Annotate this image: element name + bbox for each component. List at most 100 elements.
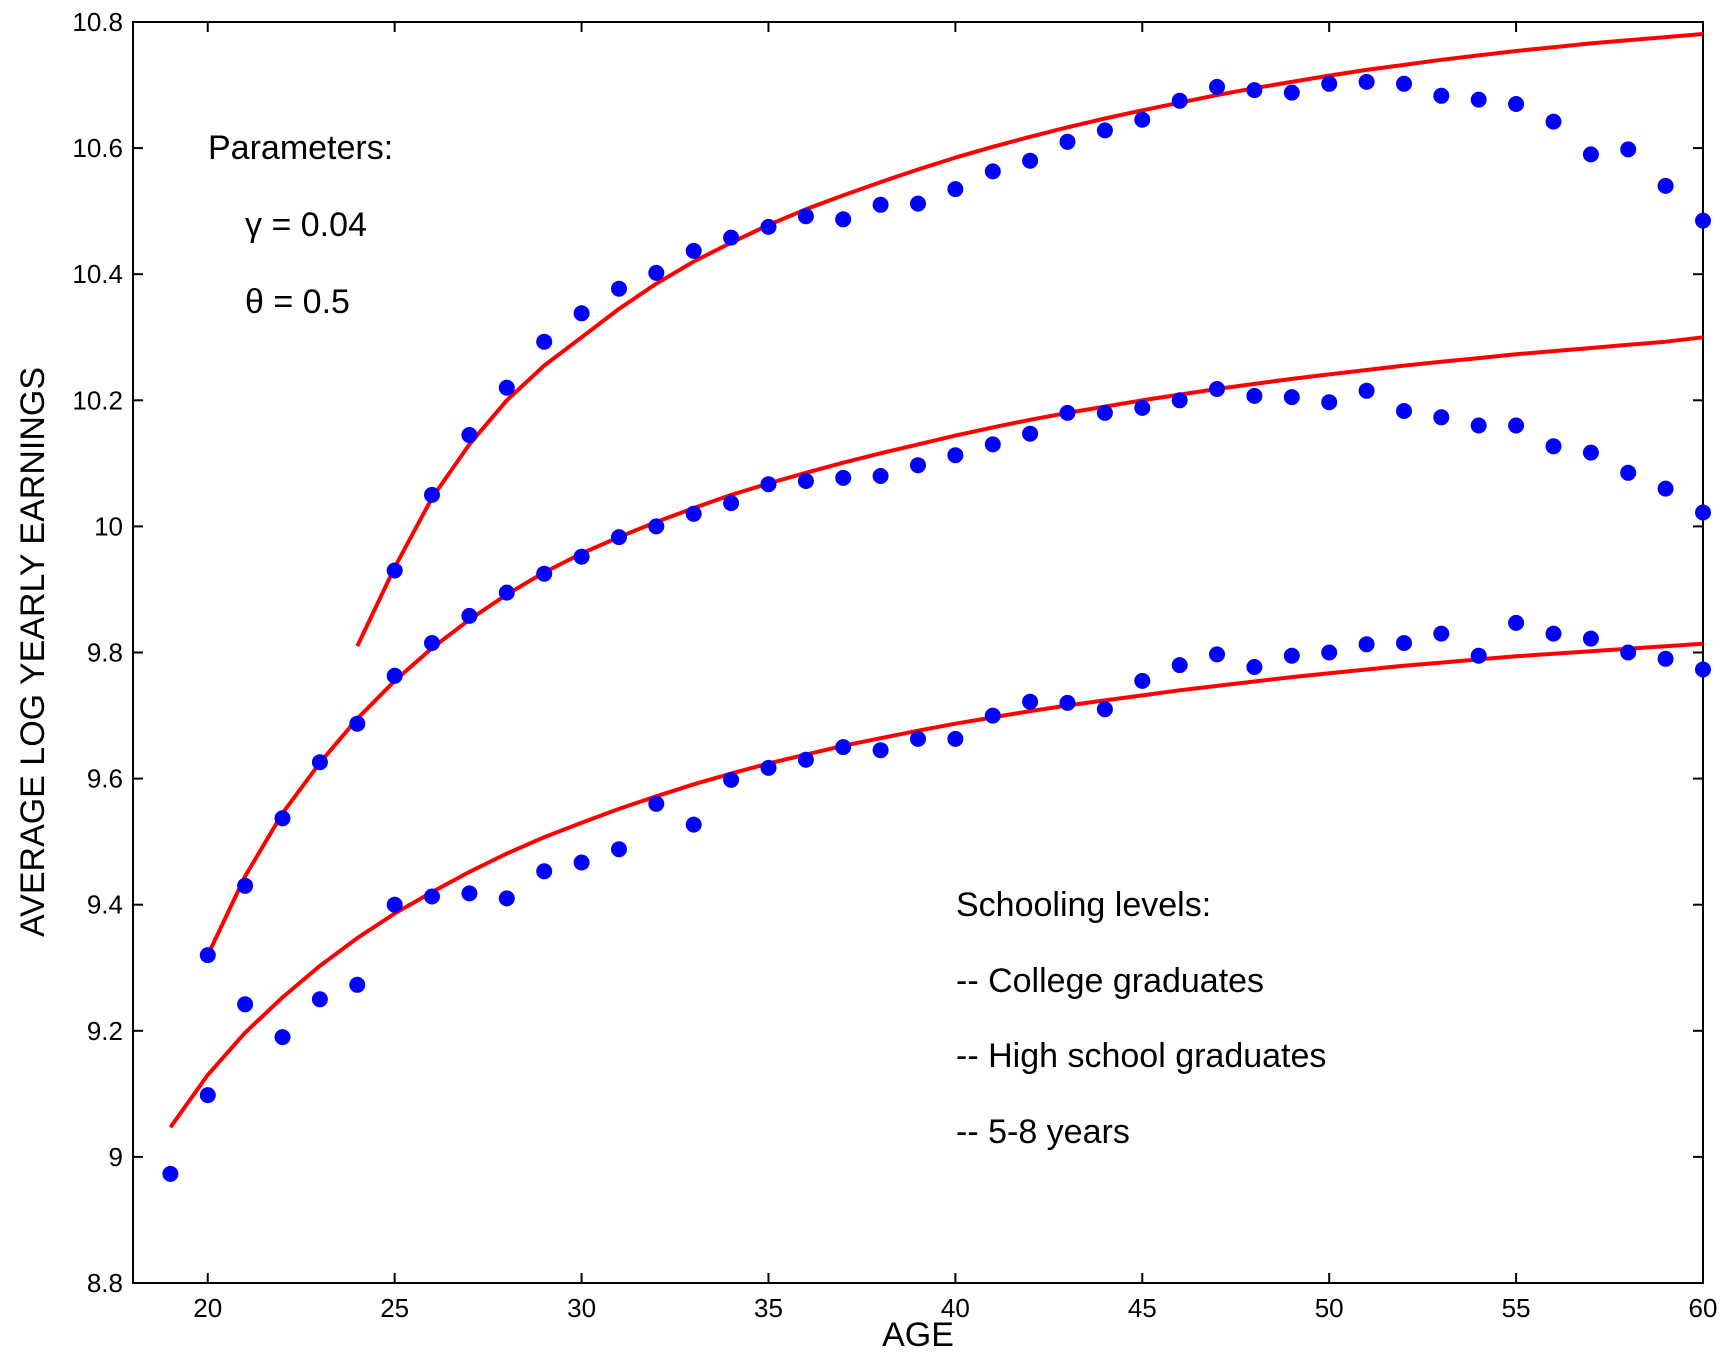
data-point <box>424 889 440 905</box>
data-point <box>1658 651 1674 667</box>
data-point <box>387 897 403 913</box>
data-point <box>1022 694 1038 710</box>
data-point <box>835 211 851 227</box>
data-point <box>1620 465 1636 481</box>
x-tick-label: 25 <box>380 1293 409 1323</box>
data-point <box>985 436 1001 452</box>
y-tick-label: 8.8 <box>87 1268 123 1298</box>
data-point <box>1583 631 1599 647</box>
data-point <box>1321 394 1337 410</box>
data-point <box>1546 626 1562 642</box>
data-point <box>1508 615 1524 631</box>
y-tick-label: 9.8 <box>87 638 123 668</box>
data-point <box>1134 400 1150 416</box>
data-point <box>461 608 477 624</box>
data-point <box>1022 153 1038 169</box>
legend-item-5-8-years: -- 5-8 years <box>956 1113 1130 1151</box>
data-point <box>1097 405 1113 421</box>
data-point <box>275 810 291 826</box>
data-point <box>1433 626 1449 642</box>
data-point <box>1359 74 1375 90</box>
data-point <box>761 760 777 776</box>
data-point <box>1396 76 1412 92</box>
data-point <box>1359 383 1375 399</box>
data-point <box>574 855 590 871</box>
parameters-title: Parameters: <box>208 129 393 167</box>
data-point <box>1359 636 1375 652</box>
data-point <box>1695 662 1711 678</box>
data-point <box>611 281 627 297</box>
data-point <box>947 731 963 747</box>
data-point <box>312 991 328 1007</box>
data-point <box>1471 92 1487 108</box>
y-tick-label: 10.4 <box>72 259 123 289</box>
data-point <box>1471 648 1487 664</box>
data-point <box>1246 388 1262 404</box>
data-point <box>985 163 1001 179</box>
data-point <box>1658 178 1674 194</box>
data-point <box>1321 76 1337 92</box>
y-tick-label: 9 <box>109 1142 123 1172</box>
data-point <box>536 334 552 350</box>
data-point <box>499 890 515 906</box>
data-point <box>1284 85 1300 101</box>
theta-parameter: θ = 0.5 <box>245 283 350 321</box>
data-point <box>237 996 253 1012</box>
data-point <box>387 668 403 684</box>
data-point <box>237 878 253 894</box>
y-tick-label: 10 <box>94 511 123 541</box>
data-point <box>1209 79 1225 95</box>
data-point <box>1172 392 1188 408</box>
data-point <box>1396 635 1412 651</box>
y-tick-label: 10.2 <box>72 385 123 415</box>
data-point <box>387 563 403 579</box>
data-point <box>1583 146 1599 162</box>
data-point <box>947 181 963 197</box>
data-point <box>536 566 552 582</box>
data-point <box>499 380 515 396</box>
x-tick-label: 45 <box>1128 1293 1157 1323</box>
data-point <box>1546 438 1562 454</box>
data-point <box>1620 645 1636 661</box>
data-point <box>1433 409 1449 425</box>
data-point <box>798 473 814 489</box>
y-tick-label: 10.6 <box>72 133 123 163</box>
data-point <box>873 742 889 758</box>
data-point <box>723 495 739 511</box>
gamma-parameter: γ = 0.04 <box>245 206 367 244</box>
data-point <box>1060 405 1076 421</box>
data-point <box>686 506 702 522</box>
data-point <box>1246 82 1262 98</box>
y-tick-label: 9.4 <box>87 890 123 920</box>
data-point <box>200 1087 216 1103</box>
data-point <box>761 219 777 235</box>
data-point <box>1284 648 1300 664</box>
data-point <box>648 518 664 534</box>
x-tick-label: 20 <box>193 1293 222 1323</box>
data-point <box>1097 122 1113 138</box>
data-point <box>499 585 515 601</box>
data-point <box>349 716 365 732</box>
data-point <box>910 731 926 747</box>
data-point <box>574 549 590 565</box>
data-point <box>1583 445 1599 461</box>
data-point <box>723 772 739 788</box>
data-point <box>1508 96 1524 112</box>
data-point <box>461 885 477 901</box>
data-point <box>686 817 702 833</box>
legend-item-college: -- College graduates <box>956 962 1264 1000</box>
data-point <box>798 208 814 224</box>
data-point <box>349 977 365 993</box>
data-point <box>611 841 627 857</box>
data-point <box>1134 112 1150 128</box>
data-point <box>910 196 926 212</box>
data-point <box>275 1029 291 1045</box>
x-tick-label: 60 <box>1689 1293 1718 1323</box>
data-point <box>1620 141 1636 157</box>
data-point <box>686 243 702 259</box>
data-point <box>1172 657 1188 673</box>
data-point <box>1396 403 1412 419</box>
x-tick-label: 50 <box>1315 1293 1344 1323</box>
data-point <box>873 468 889 484</box>
